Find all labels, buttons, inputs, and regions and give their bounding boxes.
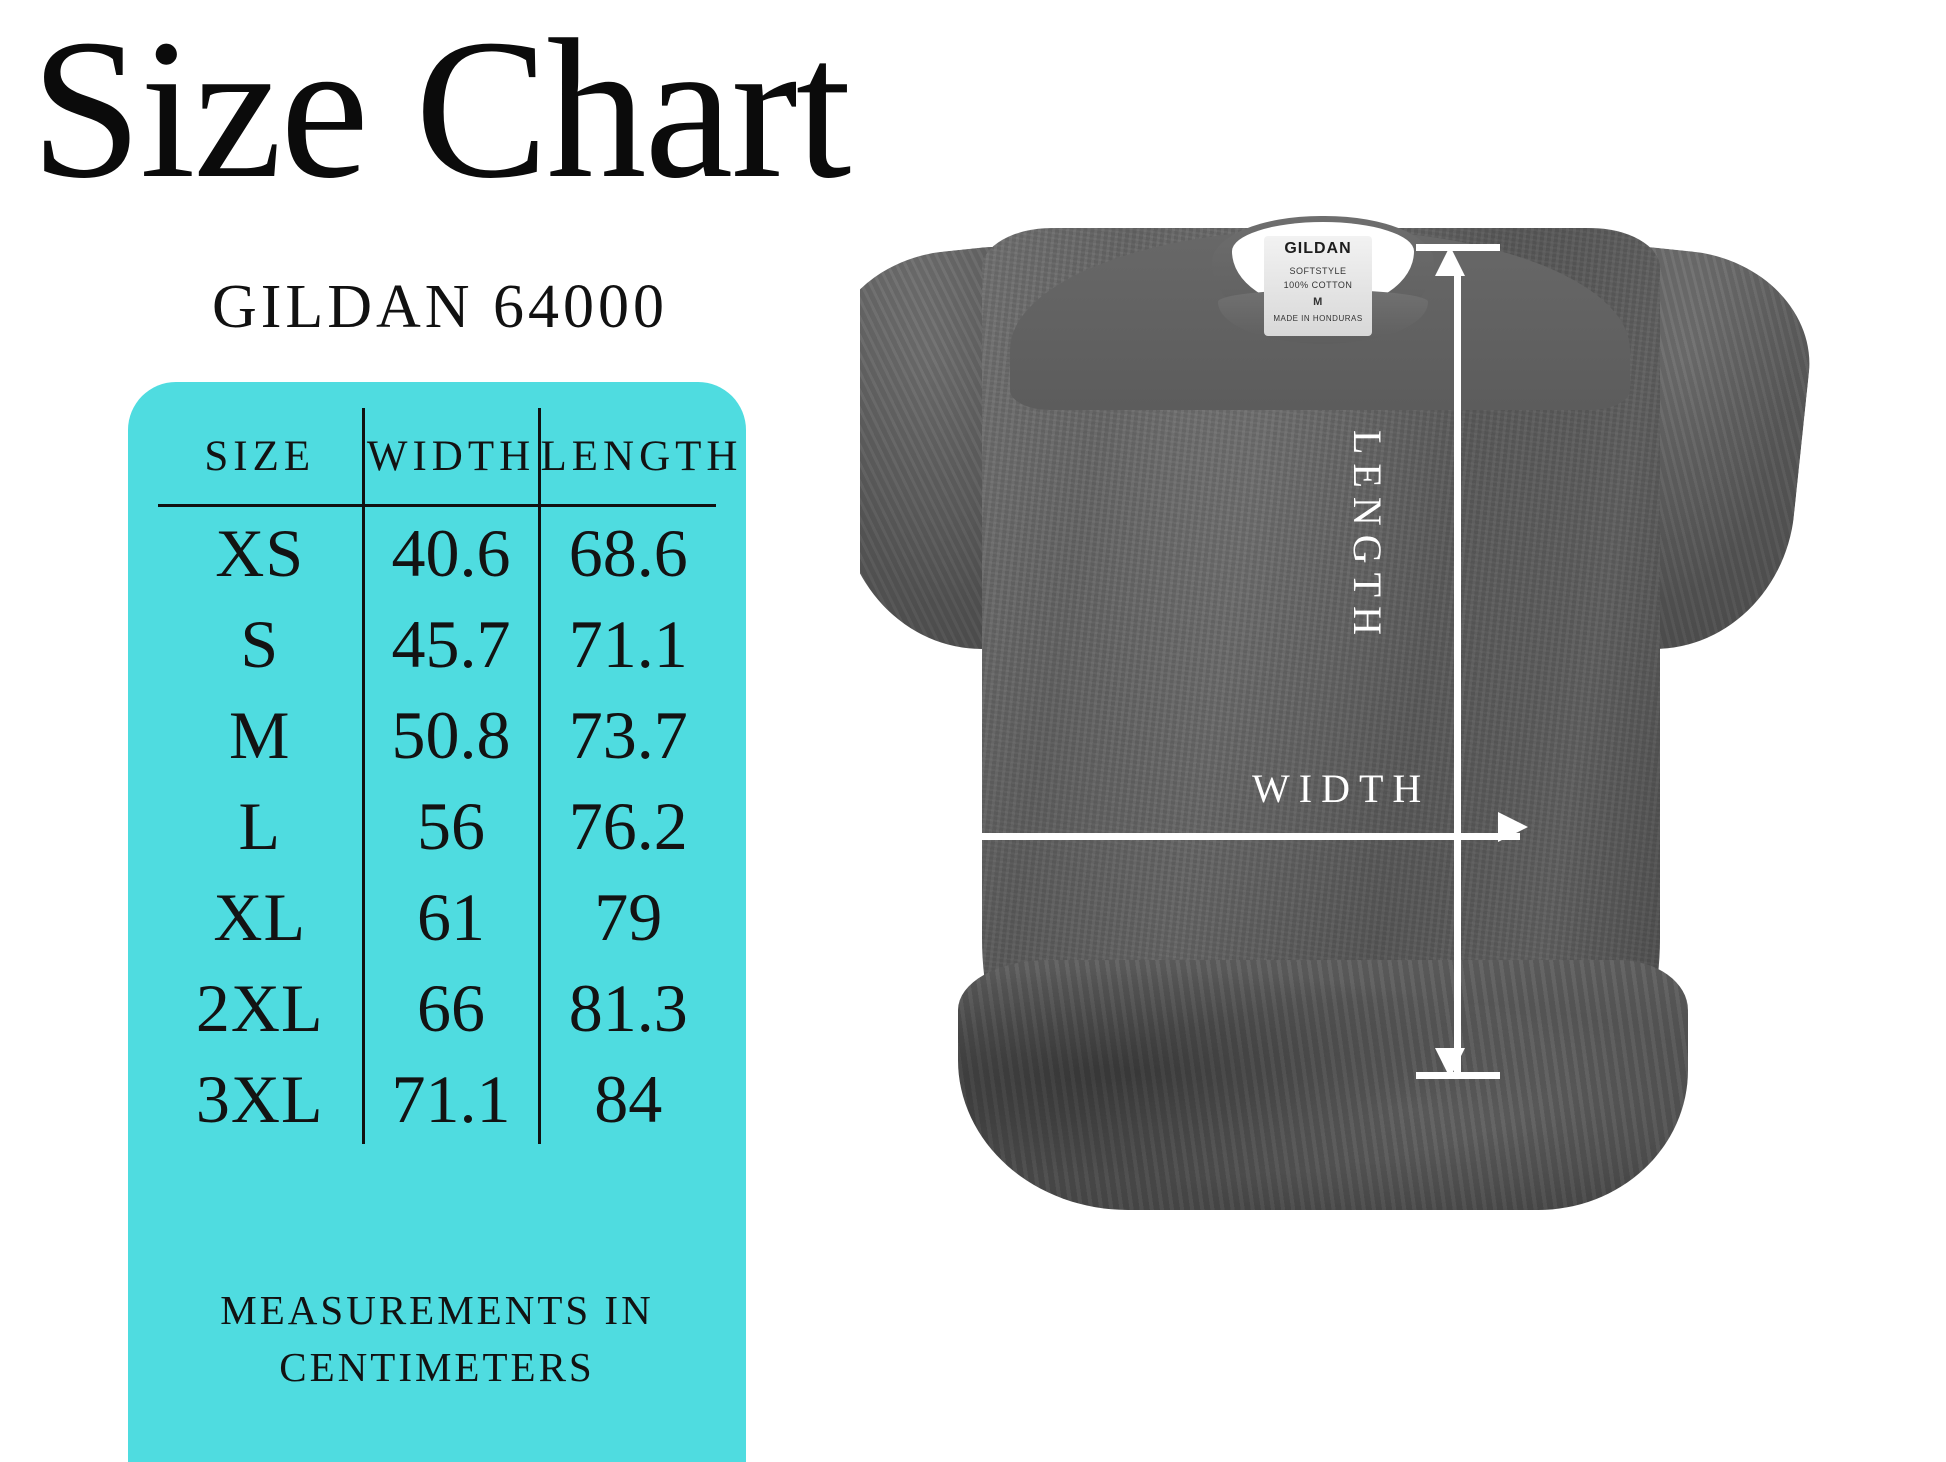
width-measure-label: WIDTH bbox=[1252, 766, 1431, 811]
neck-label-size: M bbox=[1313, 296, 1323, 308]
column-header-length: LENGTH bbox=[537, 408, 737, 507]
length-arrow-bottom-cap bbox=[1416, 1072, 1500, 1079]
measurement-units-note: MEASUREMENTS IN CENTIMETERS bbox=[158, 1282, 716, 1395]
tshirt-hem bbox=[958, 960, 1688, 1210]
neck-label-line-2: SOFTSTYLE bbox=[1289, 266, 1347, 276]
length-measure-label: LENGTH bbox=[1345, 430, 1390, 644]
table-row: S 45.7 71.1 bbox=[158, 598, 716, 689]
length-arrow-line bbox=[1454, 270, 1461, 1078]
table-row: 2XL 66 81.3 bbox=[158, 962, 716, 1053]
cell-length: 81.3 bbox=[537, 962, 716, 1053]
cell-length: 71.1 bbox=[537, 598, 716, 689]
footnote-line-2: CENTIMETERS bbox=[279, 1343, 595, 1390]
table-row: XS 40.6 68.6 bbox=[158, 505, 716, 598]
cell-length: 68.6 bbox=[537, 505, 716, 598]
cell-length: 76.2 bbox=[537, 780, 716, 871]
size-table-card: SIZE WIDTH LENGTH XS 40.6 68.6 S 45.7 71… bbox=[128, 382, 746, 1462]
table-row: M 50.8 73.7 bbox=[158, 689, 716, 780]
cell-width: 61 bbox=[361, 871, 539, 962]
table-row: L 56 76.2 bbox=[158, 780, 716, 871]
neck-label-brand: GILDAN bbox=[1284, 240, 1352, 257]
length-arrow-top-head bbox=[1435, 246, 1465, 276]
cell-width: 45.7 bbox=[361, 598, 539, 689]
neck-label-line-3: 100% COTTON bbox=[1283, 280, 1353, 290]
cell-size: M bbox=[229, 696, 291, 773]
product-photo: GILDAN SOFTSTYLE 100% COTTON M MADE IN H… bbox=[860, 0, 1946, 1460]
cell-size: S bbox=[240, 605, 280, 682]
column-header-size: SIZE bbox=[158, 408, 363, 507]
cell-size: L bbox=[238, 787, 282, 864]
table-header-row: SIZE WIDTH LENGTH bbox=[158, 408, 737, 507]
neck-label-line-5: MADE IN HONDURAS bbox=[1273, 314, 1363, 323]
cell-size: XS bbox=[215, 514, 305, 591]
table-row: 3XL 71.1 84 bbox=[158, 1053, 716, 1144]
brand-subtitle: GILDAN 64000 bbox=[211, 273, 669, 341]
footnote-line-1: MEASUREMENTS IN bbox=[220, 1287, 654, 1333]
width-arrow-line bbox=[860, 833, 1520, 840]
cell-width: 40.6 bbox=[361, 505, 539, 598]
cell-width: 66 bbox=[361, 962, 539, 1053]
column-header-width: WIDTH bbox=[361, 408, 539, 507]
cell-size: XL bbox=[213, 878, 307, 955]
cell-width: 50.8 bbox=[361, 689, 539, 780]
page-title: Size Chart bbox=[30, 0, 852, 220]
cell-length: 73.7 bbox=[537, 689, 716, 780]
tshirt-neck-label: GILDAN SOFTSTYLE 100% COTTON M MADE IN H… bbox=[1264, 236, 1372, 336]
cell-length: 84 bbox=[537, 1053, 716, 1144]
cell-width: 71.1 bbox=[361, 1053, 539, 1144]
cell-width: 56 bbox=[361, 780, 539, 871]
size-chart-panel: Size Chart GILDAN 64000 SIZE WIDTH LENGT… bbox=[0, 0, 880, 1462]
length-arrow-top-cap bbox=[1416, 244, 1500, 251]
width-arrow-left-head bbox=[860, 812, 882, 842]
size-table-body: XS 40.6 68.6 S 45.7 71.1 M 50.8 73.7 L 5… bbox=[158, 505, 716, 1144]
cell-size: 3XL bbox=[195, 1060, 324, 1137]
cell-size: 2XL bbox=[195, 969, 324, 1046]
cell-length: 79 bbox=[537, 871, 716, 962]
table-row: XL 61 79 bbox=[158, 871, 716, 962]
size-table: SIZE WIDTH LENGTH XS 40.6 68.6 S 45.7 71… bbox=[158, 408, 737, 1144]
size-table-head: SIZE WIDTH LENGTH bbox=[158, 408, 737, 507]
width-arrow-right-head bbox=[1498, 812, 1528, 842]
